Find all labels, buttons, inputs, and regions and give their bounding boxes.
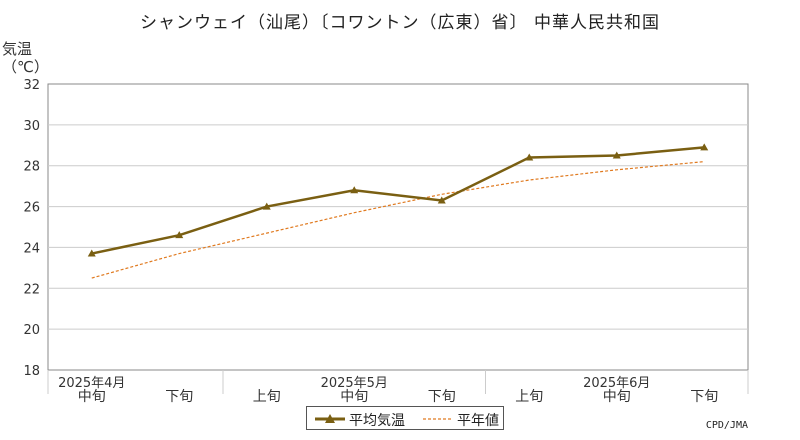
- x-month-label: 2025年5月: [321, 376, 388, 391]
- y-axis-label-line1: 気温: [2, 40, 33, 58]
- y-tick-label: 22: [23, 282, 40, 297]
- mean-temperature-point: [87, 249, 96, 257]
- legend: 平均気温 平年値: [306, 406, 504, 430]
- mean-temperature-point: [262, 202, 271, 210]
- legend-normal-label: 平年値: [457, 413, 499, 429]
- chart-title: シャンウェイ（汕尾）〔コワントン（広東）省〕 中華人民共和国: [140, 13, 660, 33]
- mean-temperature-point: [350, 186, 359, 194]
- normal-line: [91, 161, 705, 279]
- legend-normal-swatch: [423, 418, 453, 420]
- mean-temperature-point: [437, 196, 446, 204]
- mean-temperature-point: [700, 143, 709, 151]
- y-tick-label: 20: [23, 323, 40, 338]
- mean-temperature-point: [175, 231, 184, 239]
- credit-text: CPD/JMA: [705, 420, 748, 431]
- x-tick-label: 中旬: [78, 389, 106, 405]
- y-tick-label: 28: [23, 160, 40, 175]
- legend-series-label: 平均気温: [349, 413, 405, 429]
- x-tick-label: 中旬: [603, 389, 631, 405]
- legend-series-swatch: [315, 414, 345, 423]
- y-tick-label: 18: [23, 364, 40, 379]
- mean-temperature-point: [525, 153, 534, 161]
- x-tick-label: 下旬: [165, 389, 193, 405]
- x-tick-label: 下旬: [690, 389, 718, 405]
- x-month-label: 2025年6月: [583, 376, 650, 391]
- y-tick-label: 26: [23, 201, 40, 216]
- x-tick-label: 上旬: [515, 389, 543, 405]
- x-tick-label: 中旬: [340, 389, 368, 405]
- x-tick-label: 上旬: [253, 389, 281, 405]
- y-axis-label: 気温 （℃）: [2, 40, 49, 76]
- x-month-label: 2025年4月: [58, 376, 125, 391]
- plot-area: [47, 83, 749, 371]
- y-tick-label: 32: [23, 78, 40, 93]
- mean-temperature-point: [612, 151, 621, 159]
- x-tick-label: 下旬: [428, 389, 456, 405]
- mean-temperature-line: [91, 146, 705, 255]
- y-tick-label: 30: [23, 119, 40, 134]
- y-tick-label: 24: [23, 241, 40, 256]
- y-axis-label-line2: （℃）: [2, 58, 49, 76]
